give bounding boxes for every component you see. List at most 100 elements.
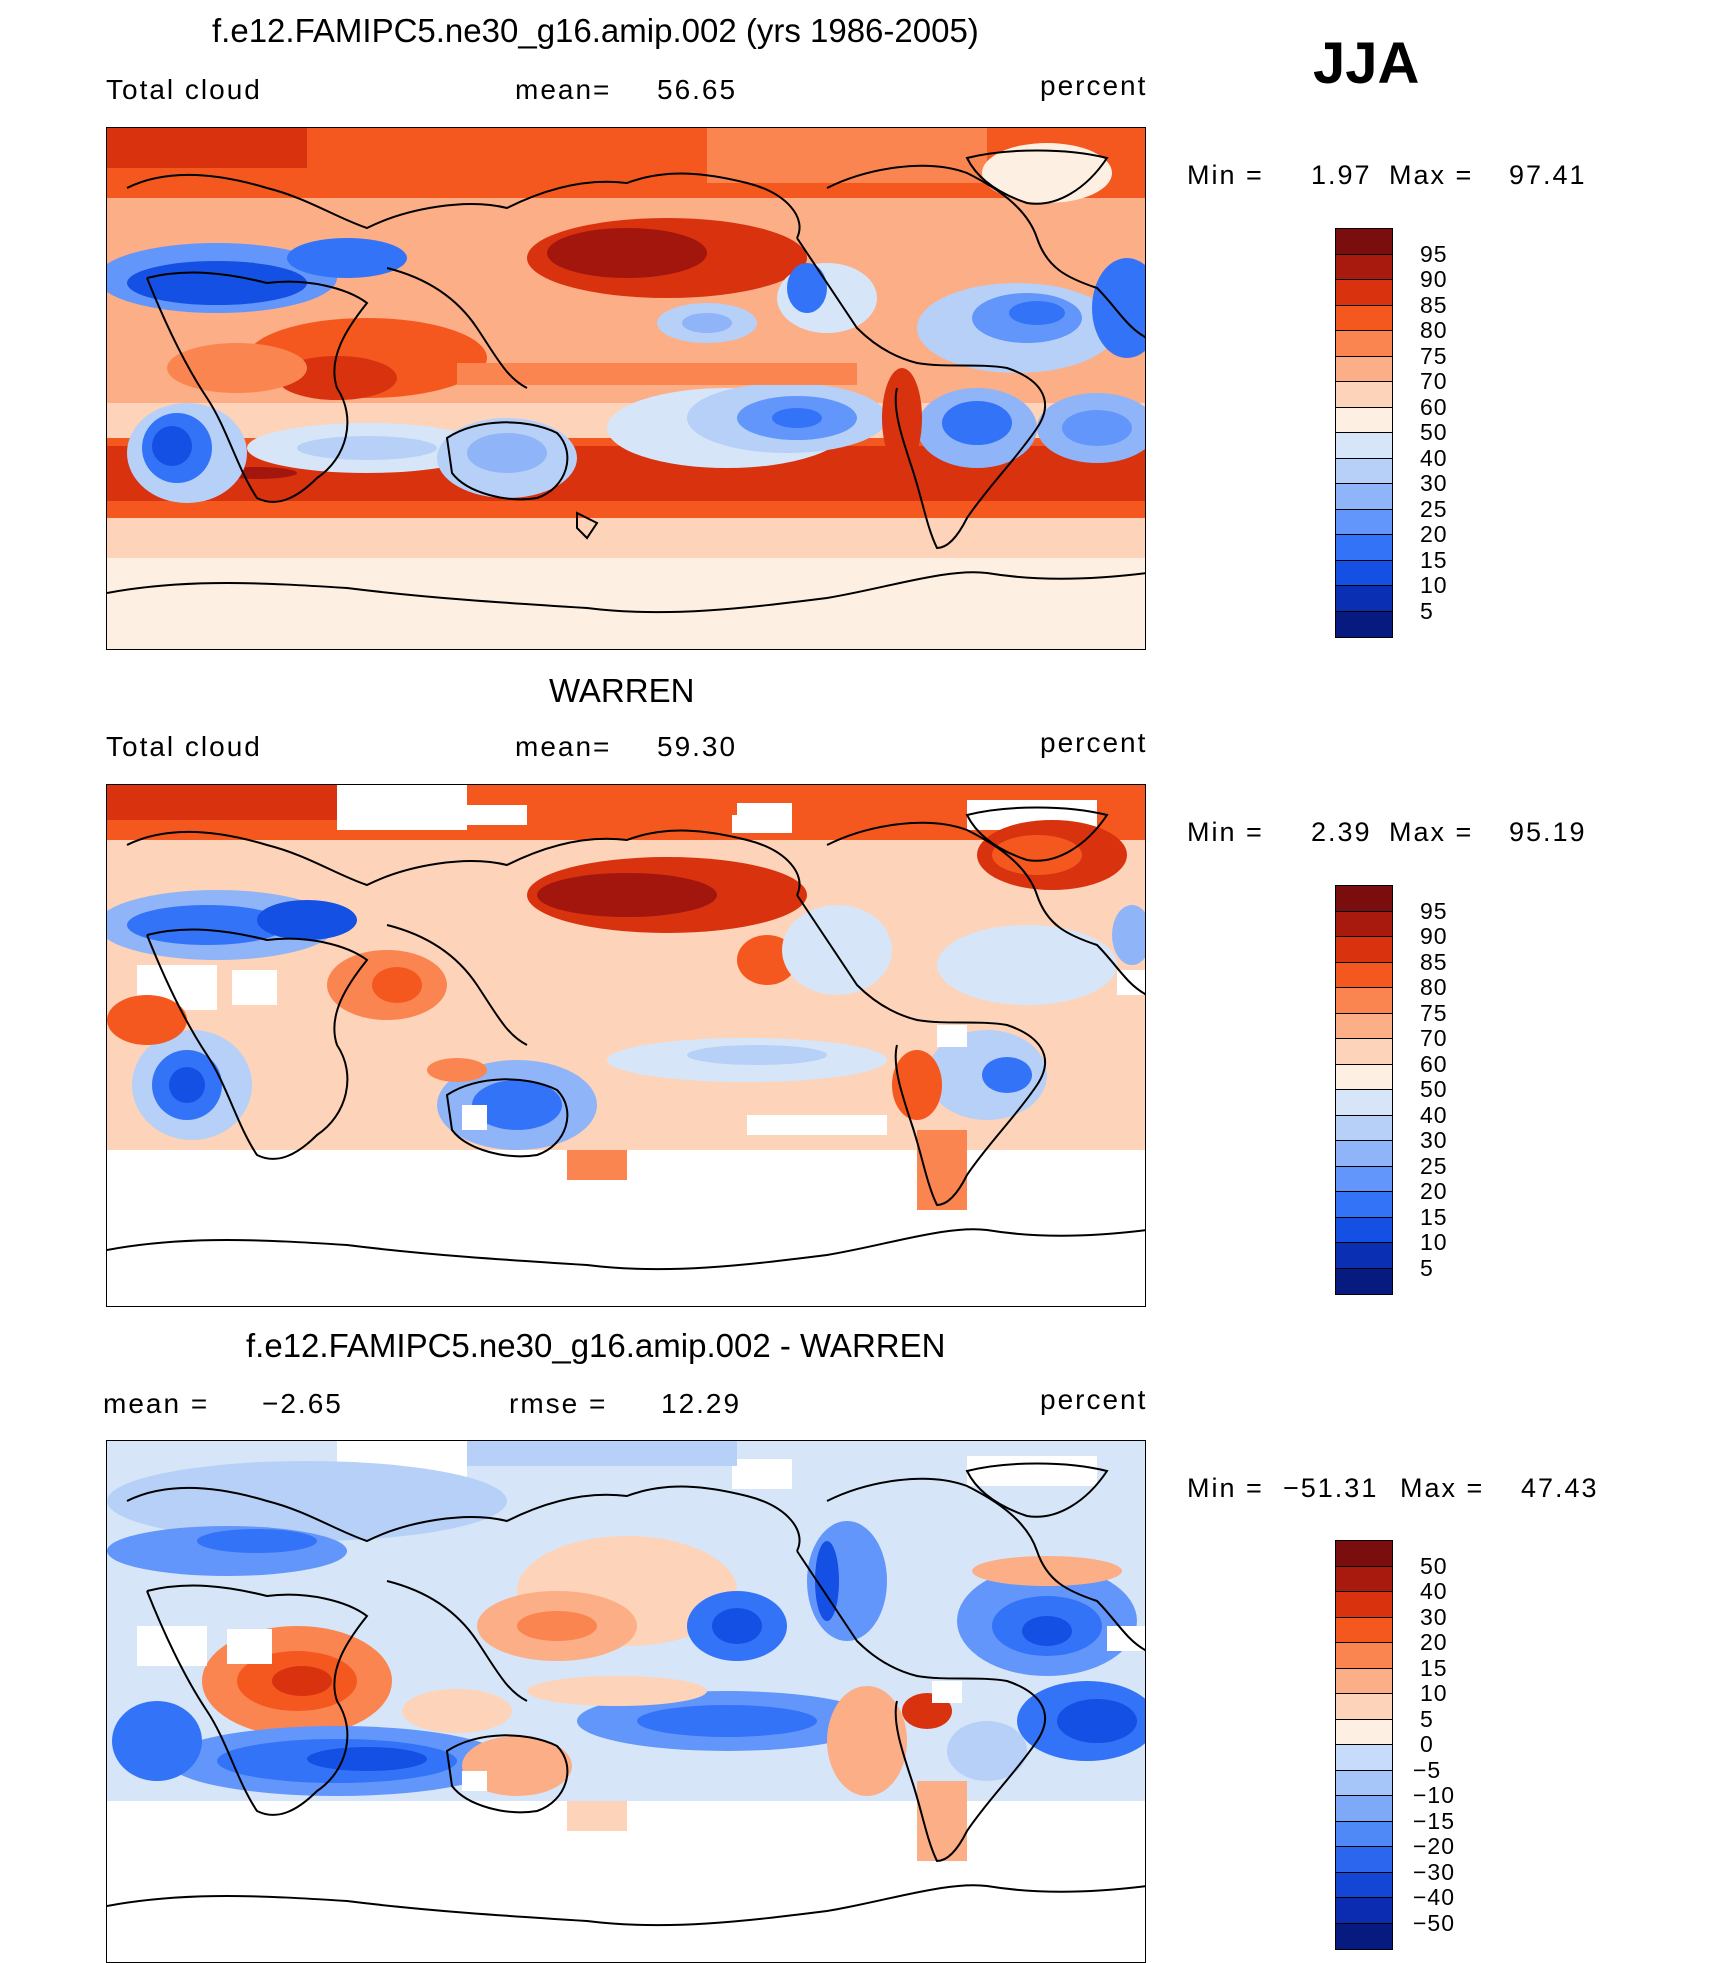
panel3-max-label: Max = xyxy=(1400,1473,1485,1503)
colorbar-tick-label: 30 xyxy=(1420,470,1448,496)
colorbar-swatch xyxy=(1336,1923,1392,1949)
colorbar-swatch xyxy=(1336,1592,1392,1618)
colorbar-swatch xyxy=(1336,1898,1392,1924)
panel2-min-label: Min = xyxy=(1187,817,1264,847)
colorbar-swatch xyxy=(1336,509,1392,535)
colorbar-swatch xyxy=(1336,1821,1392,1847)
panel3-mean-value: −2.65 xyxy=(262,1388,343,1419)
panel2-min-value: 2.39 xyxy=(1311,817,1372,847)
panel2-mean-label: mean= xyxy=(515,731,612,762)
colorbar-swatch xyxy=(1336,886,1392,912)
colorbar-tick-label: 10 xyxy=(1420,1680,1448,1706)
colorbar-tick-label: 95 xyxy=(1420,897,1448,924)
panel3-title: f.e12.FAMIPC5.ne30_g16.amip.002 - WARREN xyxy=(246,1327,946,1364)
colorbar-swatch xyxy=(1336,962,1392,988)
panel2-map xyxy=(106,784,1146,1307)
colorbar-swatch xyxy=(1336,560,1392,586)
colorbar-swatch xyxy=(1336,433,1392,459)
colorbar-tick-label: −50 xyxy=(1413,1909,1456,1936)
colorbar-tick-label: 0 xyxy=(1420,1731,1434,1757)
colorbar-swatch xyxy=(1336,1243,1392,1269)
panel3-rmse-value: 12.29 xyxy=(661,1388,742,1419)
colorbar-swatch xyxy=(1336,1039,1392,1065)
colorbar-tick-label: −15 xyxy=(1413,1807,1456,1834)
panel3-rmse-label: rmse = xyxy=(509,1388,608,1419)
colorbar-swatch xyxy=(1336,1090,1392,1116)
colorbar-swatch xyxy=(1336,458,1392,484)
season-label: JJA xyxy=(1313,31,1420,96)
panel1-min-value: 1.97 xyxy=(1311,160,1372,190)
panel3-field xyxy=(107,1441,1145,1962)
panel2-max-value: 95.19 xyxy=(1509,817,1587,847)
panel3-colorbar xyxy=(1335,1540,1393,1950)
colorbar-tick-label: 40 xyxy=(1420,444,1448,471)
colorbar-swatch xyxy=(1336,356,1392,382)
panel3-min-label: Min = xyxy=(1187,1473,1264,1503)
colorbar-swatch xyxy=(1336,1268,1392,1294)
panel1-units: percent xyxy=(1040,70,1148,101)
colorbar-tick-label: 5 xyxy=(1420,1705,1434,1732)
colorbar-swatch xyxy=(1336,1745,1392,1771)
colorbar-tick-label: 70 xyxy=(1420,1025,1448,1051)
panel1-min-label: Min = xyxy=(1187,160,1264,190)
colorbar-tick-label: 95 xyxy=(1420,240,1448,267)
colorbar-tick-label: 25 xyxy=(1420,495,1448,522)
colorbar-tick-label: 80 xyxy=(1420,974,1448,1000)
colorbar-swatch xyxy=(1336,1719,1392,1745)
colorbar-tick-label: 10 xyxy=(1420,1229,1448,1255)
panel2-colorbar xyxy=(1335,885,1393,1295)
colorbar-tick-label: 30 xyxy=(1420,1603,1448,1630)
colorbar-swatch xyxy=(1336,988,1392,1014)
colorbar-tick-label: 50 xyxy=(1420,1076,1448,1102)
colorbar-swatch xyxy=(1336,1217,1392,1243)
panel2-mean-value: 59.30 xyxy=(657,731,738,762)
colorbar-tick-label: 30 xyxy=(1420,1127,1448,1153)
panel1-field xyxy=(107,128,1145,649)
colorbar-swatch xyxy=(1336,1166,1392,1192)
colorbar-tick-label: −40 xyxy=(1413,1884,1456,1910)
colorbar-tick-label: −10 xyxy=(1413,1782,1456,1808)
colorbar-tick-label: 50 xyxy=(1420,419,1448,445)
colorbar-tick-label: −30 xyxy=(1413,1858,1456,1885)
colorbar-swatch xyxy=(1336,535,1392,561)
colorbar-tick-label: 15 xyxy=(1420,546,1448,573)
colorbar-tick-label: 15 xyxy=(1420,1203,1448,1230)
panel1-max-value: 97.41 xyxy=(1509,160,1587,190)
colorbar-swatch xyxy=(1336,1643,1392,1669)
colorbar-swatch xyxy=(1336,1064,1392,1090)
colorbar-swatch xyxy=(1336,1872,1392,1898)
panel1-variable: Total cloud xyxy=(106,74,262,105)
panel1-mean-label: mean= xyxy=(515,74,612,105)
colorbar-tick-label: 5 xyxy=(1420,597,1434,624)
colorbar-swatch xyxy=(1336,254,1392,280)
colorbar-swatch xyxy=(1336,280,1392,306)
colorbar-swatch xyxy=(1336,911,1392,937)
colorbar-swatch xyxy=(1336,1566,1392,1592)
panel1-map xyxy=(106,127,1146,650)
colorbar-swatch xyxy=(1336,1013,1392,1039)
colorbar-swatch xyxy=(1336,331,1392,357)
panel2-units: percent xyxy=(1040,727,1148,758)
colorbar-swatch xyxy=(1336,611,1392,637)
colorbar-tick-label: −5 xyxy=(1413,1756,1442,1783)
colorbar-tick-label: −20 xyxy=(1413,1833,1456,1859)
colorbar-tick-label: 40 xyxy=(1420,1101,1448,1128)
colorbar-swatch xyxy=(1336,1847,1392,1873)
panel1-max-label: Max = xyxy=(1389,160,1474,190)
colorbar-swatch xyxy=(1336,1694,1392,1720)
colorbar-tick-label: 5 xyxy=(1420,1254,1434,1281)
colorbar-tick-label: 15 xyxy=(1420,1654,1448,1681)
colorbar-tick-label: 85 xyxy=(1420,948,1448,975)
colorbar-tick-label: 75 xyxy=(1420,999,1448,1026)
panel2-variable: Total cloud xyxy=(106,731,262,762)
colorbar-swatch xyxy=(1336,1192,1392,1218)
colorbar-tick-label: 20 xyxy=(1420,1178,1448,1204)
panel3-mean-label: mean = xyxy=(103,1388,210,1419)
colorbar-swatch xyxy=(1336,1541,1392,1567)
panel1-colorbar xyxy=(1335,228,1393,638)
panel3-units: percent xyxy=(1040,1384,1148,1415)
panel2-field xyxy=(107,785,1145,1306)
panel1-mean-value: 56.65 xyxy=(657,74,738,105)
colorbar-swatch xyxy=(1336,484,1392,510)
colorbar-swatch xyxy=(1336,1617,1392,1643)
